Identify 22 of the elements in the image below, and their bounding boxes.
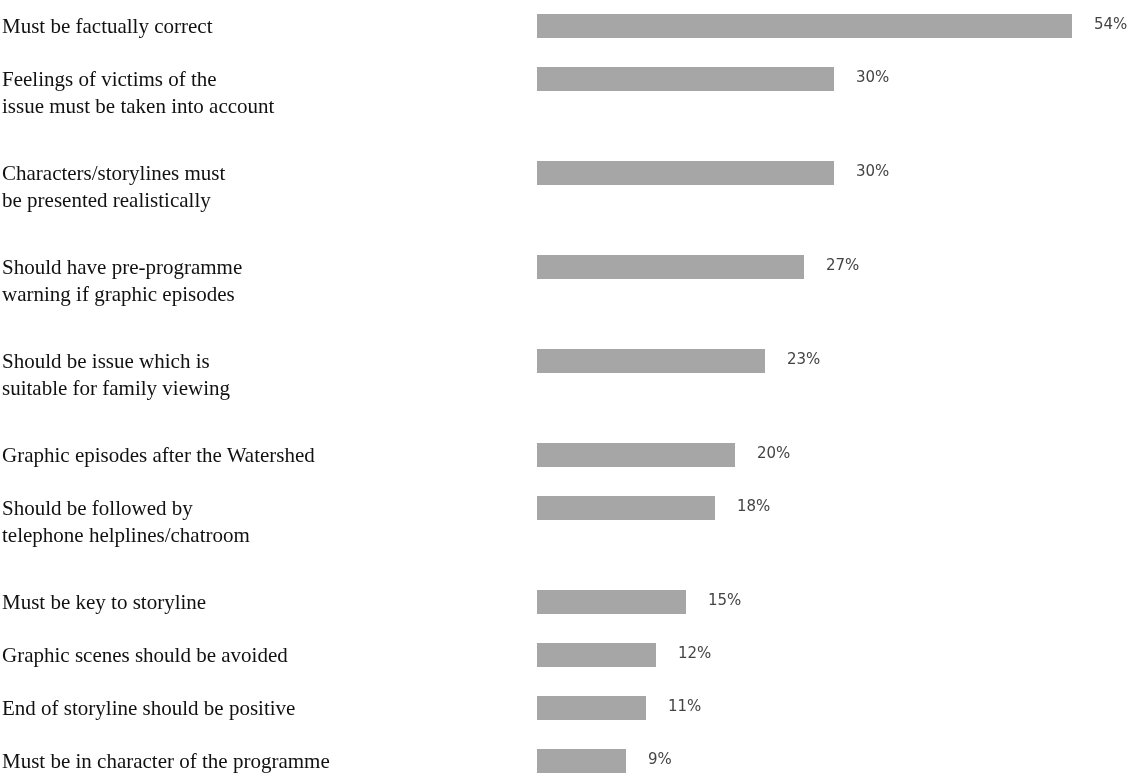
y-tick-label: Should have pre-programme warning if graphic episodes: [2, 255, 243, 307]
data-label: 11%: [668, 697, 702, 715]
data-label: 18%: [737, 497, 771, 515]
data-label: 30%: [856, 68, 890, 86]
y-tick-label: Characters/storylines must be presented realistically: [2, 161, 226, 213]
data-label: 12%: [678, 644, 712, 662]
y-tick-label: End of storyline should be positive: [2, 696, 296, 720]
y-tick-label: Should be followed by telephone helplines/chatroom: [2, 496, 250, 548]
data-label: 54%: [1094, 15, 1128, 33]
data-label: 27%: [826, 256, 860, 274]
y-tick-label: Should be issue which is suitable for family viewing: [2, 349, 231, 401]
y-tick-label: Graphic scenes should be avoided: [2, 643, 289, 667]
data-label: 9%: [648, 750, 672, 768]
data-label: 23%: [787, 350, 821, 368]
y-tick-label: Must be factually correct: [2, 14, 213, 38]
y-tick-label: Graphic episodes after the Watershed: [2, 443, 316, 467]
data-label: 20%: [757, 444, 791, 462]
data-label: 30%: [856, 162, 890, 180]
y-tick-label: Must be in character of the programme: [2, 749, 330, 773]
data-label: 15%: [708, 591, 742, 609]
y-tick-label: Must be key to storyline: [2, 590, 207, 614]
y-tick-label: Feelings of victims of the issue must be taken into account: [2, 67, 275, 119]
